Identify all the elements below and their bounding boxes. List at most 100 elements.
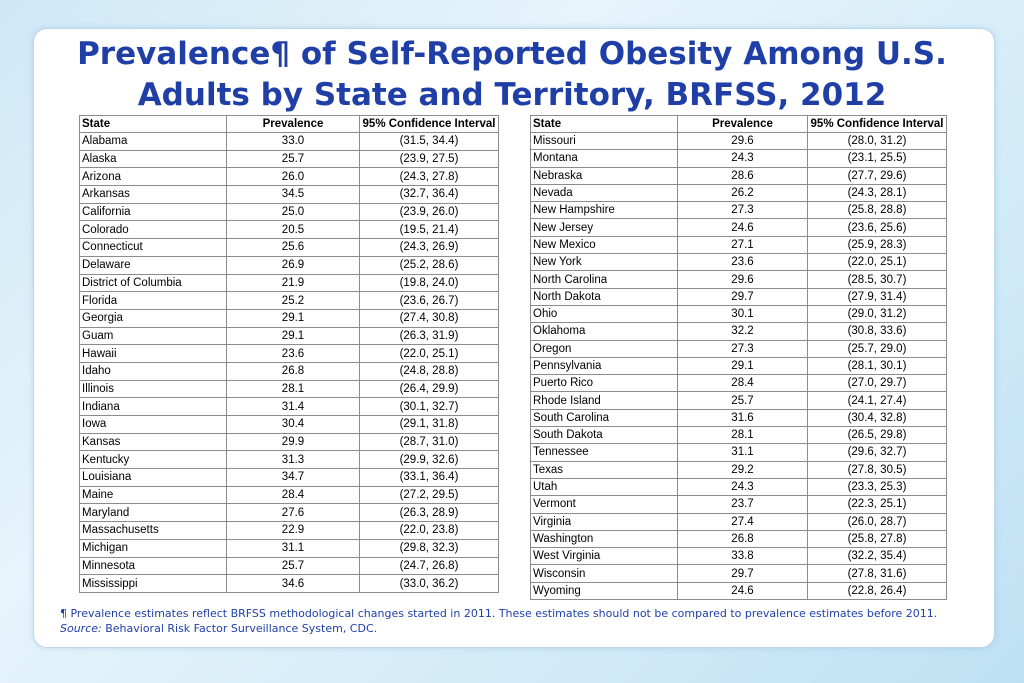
table-row: North Dakota 29.7 (27.9, 31.4) (530, 287, 947, 306)
ci-cell: (19.5, 21.4) (359, 220, 499, 240)
table-row: Virginia 27.4 (26.0, 28.7) (530, 512, 947, 531)
header-prevalence: Prevalence (226, 115, 360, 133)
prevalence-cell: 29.7 (677, 287, 808, 306)
state-cell: Delaware (79, 255, 227, 275)
state-cell: Iowa (79, 415, 227, 434)
ci-cell: (24.3, 27.8) (359, 167, 499, 187)
ci-cell: (24.7, 26.8) (359, 556, 499, 576)
table-row: Missouri 29.6 (28.0, 31.2) (530, 131, 947, 151)
ci-cell: (24.3, 28.1) (807, 183, 947, 203)
ci-cell: (22.3, 25.1) (807, 495, 947, 514)
table-row: West Virginia 33.8 (32.2, 35.4) (530, 547, 947, 566)
prevalence-cell: 27.1 (677, 235, 808, 255)
ci-cell: (27.8, 31.6) (807, 564, 947, 583)
state-cell: New York (530, 253, 678, 272)
state-cell: District of Columbia (79, 273, 227, 293)
prevalence-cell: 27.3 (677, 339, 808, 358)
ci-cell: (23.9, 27.5) (359, 149, 499, 169)
prevalence-cell: 26.9 (226, 255, 360, 275)
source-label: Source: (60, 622, 102, 635)
ci-cell: (27.9, 31.4) (807, 287, 947, 306)
footnote-note: ¶ Prevalence estimates reflect BRFSS met… (60, 607, 938, 620)
ci-cell: (30.4, 32.8) (807, 408, 947, 428)
state-cell: Indiana (79, 397, 227, 416)
ci-cell: (27.7, 29.6) (807, 166, 947, 185)
table-row: Wisconsin 29.7 (27.8, 31.6) (530, 564, 947, 583)
prevalence-cell: 28.4 (677, 374, 808, 393)
state-cell: Ohio (530, 304, 678, 324)
table-row: District of Columbia 21.9 (19.8, 24.0) (79, 273, 499, 293)
state-cell: Maryland (79, 503, 227, 523)
prevalence-cell: 29.1 (677, 356, 808, 376)
state-cell: Tennessee (530, 443, 678, 462)
state-cell: Maine (79, 485, 227, 505)
prevalence-cell: 23.6 (226, 344, 360, 363)
state-cell: Illinois (79, 379, 227, 399)
ci-cell: (23.1, 25.5) (807, 149, 947, 168)
prevalence-cell: 23.6 (677, 253, 808, 272)
ci-cell: (29.9, 32.6) (359, 450, 499, 470)
ci-cell: (26.3, 31.9) (359, 326, 499, 346)
prevalence-cell: 32.2 (677, 322, 808, 341)
prevalence-cell: 29.1 (226, 308, 360, 328)
state-cell: Missouri (530, 131, 678, 151)
table-row: Washington 26.8 (25.8, 27.8) (530, 529, 947, 549)
ci-cell: (30.1, 32.7) (359, 397, 499, 416)
table-row: New Jersey 24.6 (23.6, 25.6) (530, 218, 947, 237)
ci-cell: (31.5, 34.4) (359, 132, 499, 151)
state-cell: Guam (79, 326, 227, 346)
state-cell: Utah (530, 477, 678, 497)
left-data-table: State Prevalence 95% Confidence Interval… (79, 115, 499, 593)
right-table-body: Missouri 29.6 (28.0, 31.2) Montana 24.3 (23.1… (530, 131, 947, 601)
prevalence-cell: 33.8 (677, 547, 808, 566)
table-row: Colorado 20.5 (19.5, 21.4) (79, 220, 499, 240)
state-cell: Alaska (79, 149, 227, 169)
ci-cell: (22.0, 25.1) (359, 344, 499, 363)
table-row: South Carolina 31.6 (30.4, 32.8) (530, 408, 947, 428)
left-table-body: Alabama 33.0 (31.5, 34.4) Alaska 25.7 (23.9, … (79, 132, 499, 593)
source-text: Behavioral Risk Factor Surveillance Syst… (105, 622, 378, 635)
ci-cell: (26.3, 28.9) (359, 503, 499, 523)
prevalence-cell: 27.6 (226, 503, 360, 523)
table-row: Mississippi 34.6 (33.0, 36.2) (79, 574, 499, 593)
prevalence-cell: 26.8 (677, 529, 808, 549)
ci-cell: (28.1, 30.1) (807, 356, 947, 376)
table-row: Montana 24.3 (23.1, 25.5) (530, 149, 947, 168)
table-row: Nevada 26.2 (24.3, 28.1) (530, 183, 947, 203)
table-row: Kansas 29.9 (28.7, 31.0) (79, 432, 499, 452)
prevalence-cell: 29.2 (677, 460, 808, 479)
prevalence-cell: 31.3 (226, 450, 360, 470)
prevalence-cell: 28.1 (677, 426, 808, 445)
state-cell: Nevada (530, 183, 678, 203)
header-confidence-interval: 95% Confidence Interval (359, 115, 499, 133)
ci-cell: (23.3, 25.3) (807, 477, 947, 497)
right-data-table: State Prevalence 95% Confidence Interval… (530, 115, 947, 601)
prevalence-cell: 34.6 (226, 574, 360, 593)
ci-cell: (25.8, 28.8) (807, 201, 947, 220)
table-row: Connecticut 25.6 (24.3, 26.9) (79, 238, 499, 257)
ci-cell: (29.6, 32.7) (807, 443, 947, 462)
state-cell: Oregon (530, 339, 678, 358)
state-cell: Kansas (79, 432, 227, 452)
prevalence-cell: 29.7 (677, 564, 808, 583)
footnote-source: Source: Behavioral Risk Factor Surveilla… (60, 621, 990, 636)
ci-cell: (25.2, 28.6) (359, 255, 499, 275)
table-row: Texas 29.2 (27.8, 30.5) (530, 460, 947, 479)
prevalence-cell: 34.7 (226, 468, 360, 487)
ci-cell: (30.8, 33.6) (807, 322, 947, 341)
ci-cell: (24.1, 27.4) (807, 391, 947, 410)
table-row: Puerto Rico 28.4 (27.0, 29.7) (530, 374, 947, 393)
state-cell: Idaho (79, 361, 227, 381)
ci-cell: (26.4, 29.9) (359, 379, 499, 399)
ci-cell: (22.8, 26.4) (807, 581, 947, 601)
table-row: Arizona 26.0 (24.3, 27.8) (79, 167, 499, 187)
header-confidence-interval: 95% Confidence Interval (807, 115, 947, 133)
prevalence-cell: 31.1 (226, 538, 360, 558)
table-row: Florida 25.2 (23.6, 26.7) (79, 291, 499, 310)
prevalence-cell: 29.6 (677, 131, 808, 151)
prevalence-cell: 24.3 (677, 477, 808, 497)
table-row: Indiana 31.4 (30.1, 32.7) (79, 397, 499, 416)
state-cell: New Jersey (530, 218, 678, 237)
state-cell: Mississippi (79, 574, 227, 593)
title-line-1: Prevalence¶ of Self-Reported Obesity Amo… (77, 36, 947, 72)
